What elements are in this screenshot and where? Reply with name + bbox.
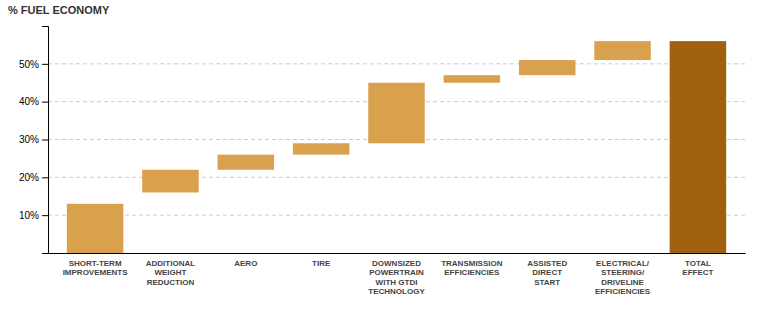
bars bbox=[67, 41, 726, 253]
x-tick: AERO bbox=[234, 259, 257, 268]
y-tick-mark bbox=[42, 64, 48, 65]
bar bbox=[67, 204, 124, 253]
x-tick: DOWNSIZEDPOWERTRAINWITH GTDITECHNOLOGY bbox=[368, 259, 425, 296]
x-tick-label: AERO bbox=[234, 259, 257, 268]
y-tick-label: 50% bbox=[19, 59, 39, 70]
x-tick-label-line: REDUCTION bbox=[147, 278, 195, 287]
y-axis-label: % FUEL ECONOMY bbox=[8, 4, 110, 16]
y-tick-label: 30% bbox=[19, 134, 39, 145]
x-tick-label: TIRE bbox=[312, 259, 331, 268]
y-tick-label: 20% bbox=[19, 172, 39, 183]
x-tick-label-line: DRIVELINE bbox=[601, 278, 644, 287]
x-tick-label-line: START bbox=[534, 278, 560, 287]
y-tick-mark bbox=[42, 102, 48, 103]
y-tick-mark bbox=[42, 215, 48, 216]
x-tick-label-line: DOWNSIZED bbox=[372, 259, 421, 268]
x-tick-label: TOTALEFFECT bbox=[682, 259, 713, 277]
x-tick-label-line: IMPROVEMENTS bbox=[63, 268, 129, 277]
x-tick: TRANSMISSIONEFFICIENCIES bbox=[441, 259, 503, 277]
x-tick-label: DOWNSIZEDPOWERTRAINWITH GTDITECHNOLOGY bbox=[368, 259, 425, 296]
x-tick-label-line: TIRE bbox=[312, 259, 331, 268]
bar bbox=[670, 41, 727, 253]
bar bbox=[368, 83, 425, 144]
x-tick-label-line: DIRECT bbox=[532, 268, 562, 277]
x-tick-label: SHORT-TERMIMPROVEMENTS bbox=[63, 259, 129, 277]
x-tick-label-line: WEIGHT bbox=[154, 268, 186, 277]
plot: 10% 20% 30% 40% 50% SHORT-TERMIMPROVEMENTS ADD… bbox=[19, 27, 746, 296]
y-axis: 10% 20% 30% 40% 50% bbox=[19, 27, 49, 254]
x-tick-label: TRANSMISSIONEFFICIENCIES bbox=[441, 259, 503, 277]
y-tick-label: 40% bbox=[19, 96, 39, 107]
x-tick: TOTALEFFECT bbox=[682, 259, 713, 277]
x-tick: TIRE bbox=[312, 259, 331, 268]
x-tick-label-line: ASSISTED bbox=[527, 259, 567, 268]
bar bbox=[594, 41, 651, 60]
x-tick-label-line: ELECTRICAL/ bbox=[596, 259, 650, 268]
x-tick: ELECTRICAL/STEERING/DRIVELINEEFFICIENCIE… bbox=[595, 259, 651, 296]
grid bbox=[48, 64, 745, 215]
x-tick-label-line: EFFICIENCIES bbox=[444, 268, 500, 277]
y-tick: 50% bbox=[19, 59, 48, 70]
bar bbox=[444, 75, 501, 83]
bar bbox=[519, 60, 576, 75]
x-tick-label-line: POWERTRAIN bbox=[369, 268, 424, 277]
y-tick-mark bbox=[42, 177, 48, 178]
bar bbox=[218, 155, 275, 170]
x-axis-line bbox=[49, 253, 746, 254]
grid-line bbox=[48, 215, 745, 216]
x-tick-label: ADDITIONALWEIGHTREDUCTION bbox=[146, 259, 195, 286]
x-tick: ASSISTEDDIRECTSTART bbox=[527, 259, 567, 286]
x-tick-label: ELECTRICAL/STEERING/DRIVELINEEFFICIENCIE… bbox=[595, 259, 651, 296]
x-tick-label-line: TOTAL bbox=[685, 259, 711, 268]
x-tick-label-line: STEERING/ bbox=[601, 268, 645, 277]
y-tick-mark bbox=[42, 140, 48, 141]
x-tick: SHORT-TERMIMPROVEMENTS bbox=[63, 259, 129, 277]
x-tick-label: ASSISTEDDIRECTSTART bbox=[527, 259, 567, 286]
x-tick-label-line: WITH GTDI bbox=[376, 278, 418, 287]
bar bbox=[142, 170, 199, 193]
x-tick-label-line: SHORT-TERM bbox=[69, 259, 122, 268]
x-tick-label-line: ADDITIONAL bbox=[146, 259, 195, 268]
y-tick: 20% bbox=[19, 172, 48, 183]
x-tick: ADDITIONALWEIGHTREDUCTION bbox=[146, 259, 195, 286]
y-tick: 40% bbox=[19, 96, 48, 107]
chart: 10% 20% 30% 40% 50% SHORT-TERMIMPROVEMENTS ADD… bbox=[0, 0, 757, 315]
x-tick-label-line: AERO bbox=[234, 259, 257, 268]
bar bbox=[293, 143, 350, 154]
grid-line bbox=[48, 63, 745, 64]
x-axis: SHORT-TERMIMPROVEMENTS ADDITIONALWEIGHTRE… bbox=[49, 254, 746, 296]
x-tick-label-line: EFFICIENCIES bbox=[595, 287, 651, 296]
x-tick-label-line: TRANSMISSION bbox=[441, 259, 503, 268]
y-tick: 10% bbox=[19, 210, 48, 221]
x-tick-label-line: EFFECT bbox=[682, 268, 713, 277]
y-tick: 30% bbox=[19, 134, 48, 145]
y-axis-line bbox=[42, 27, 49, 254]
x-tick-label-line: TECHNOLOGY bbox=[368, 287, 425, 296]
y-tick-label: 10% bbox=[19, 210, 39, 221]
